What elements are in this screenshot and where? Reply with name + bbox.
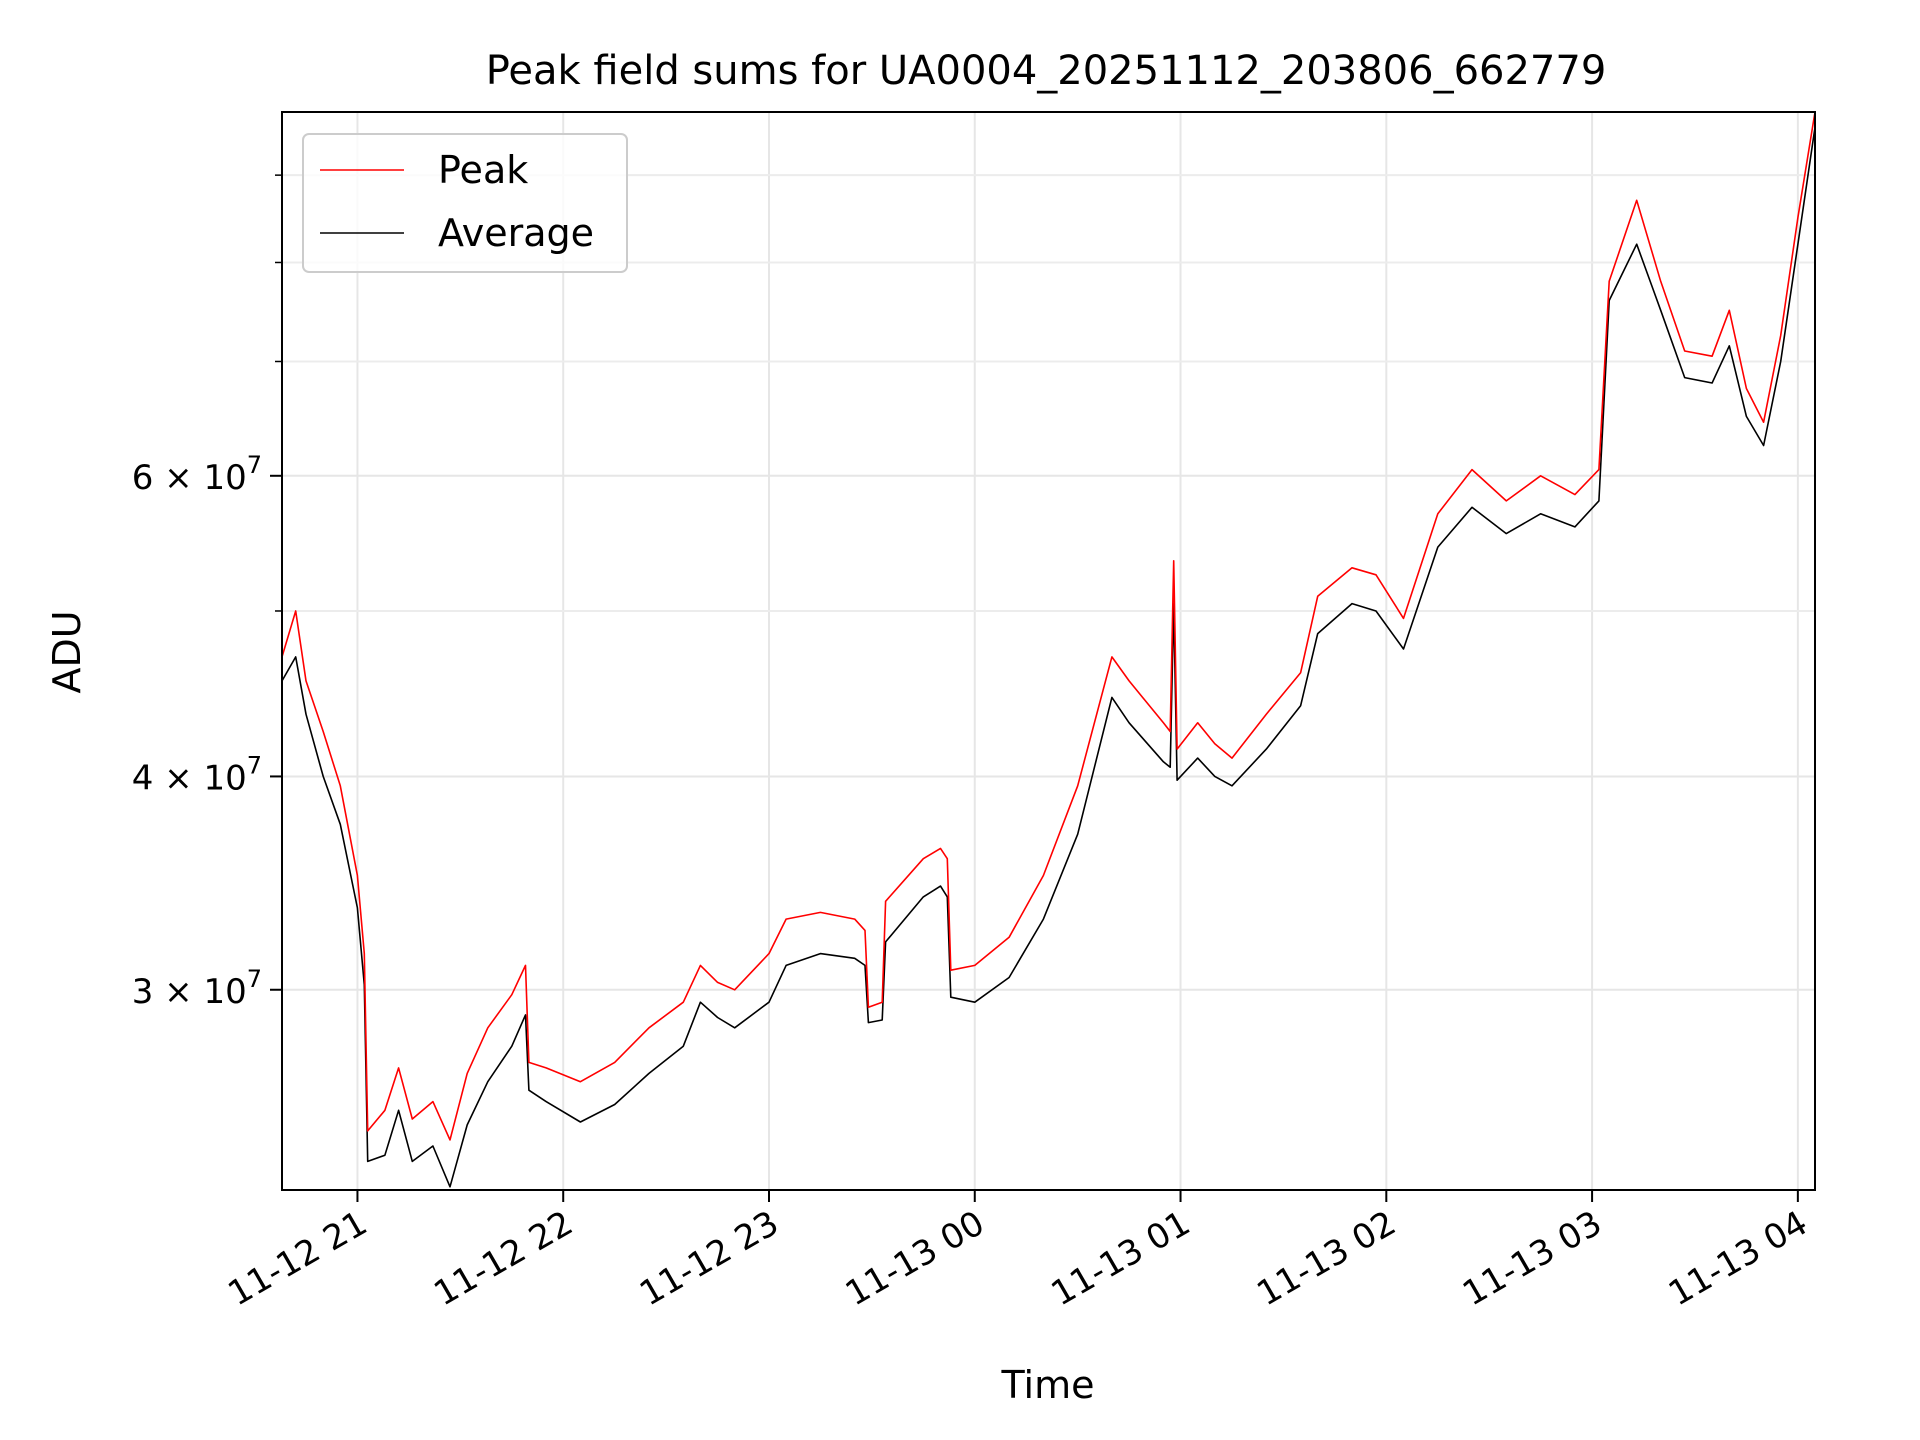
x-axis-label: Time — [1001, 1363, 1095, 1407]
plot-frame — [281, 111, 1816, 1191]
legend: Peak Average — [302, 133, 628, 273]
legend-label-average: Average — [438, 211, 594, 255]
y-axis-label: ADU — [45, 610, 89, 693]
legend-label-peak: Peak — [438, 148, 528, 192]
y-axis: 3 × 107 4 × 107 6 × 107 — [132, 174, 282, 1012]
series-average-line — [281, 127, 1816, 1188]
series-layer — [281, 111, 1816, 1188]
chart-title: Peak field sums for UA0004_20251112_2038… — [486, 48, 1607, 94]
y-tick-label: 6 × 107 — [132, 451, 262, 498]
y-tick-label: 3 × 107 — [132, 965, 262, 1012]
legend-box — [302, 133, 628, 273]
grid — [282, 112, 1815, 1190]
series-peak-line — [281, 111, 1816, 1141]
y-tick-label: 4 × 107 — [132, 751, 262, 798]
